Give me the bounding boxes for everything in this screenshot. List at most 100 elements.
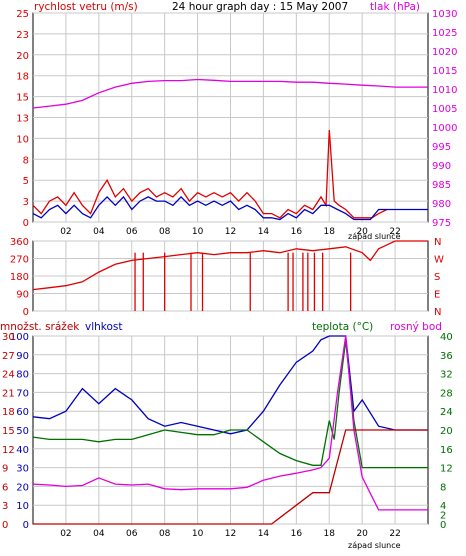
wind-axis-title: rychlost vetru (m/s) <box>34 1 138 13</box>
wind-tick-label: 5 <box>23 176 29 187</box>
series-line <box>32 335 428 511</box>
pressure-tick-label: 1030 <box>432 9 457 20</box>
series-line <box>32 335 428 435</box>
direction-tick-label: 180 <box>10 272 29 283</box>
x-tick-label: 12 <box>225 529 236 539</box>
humidity-tick-label: 20 <box>16 482 29 493</box>
sunset-label-top: západ slunce <box>348 232 401 241</box>
series-line <box>33 429 428 525</box>
rain-axis-title: množst. srážek <box>0 321 80 333</box>
rain-tick-label: 30 <box>2 332 15 343</box>
direction-tick-label: 90 <box>16 290 29 301</box>
temperature-axis-title: teplota (°C) <box>312 321 373 333</box>
wind-tick-label: 13 <box>16 114 29 125</box>
pressure-tick-label: 1005 <box>432 104 457 115</box>
wind-tick-label: 8 <box>23 155 29 166</box>
rain-tick-label: 27 <box>2 351 15 362</box>
compass-label: E <box>434 290 440 301</box>
rain-tick-label: 3 <box>2 501 8 512</box>
x-tick-label: 06 <box>126 227 138 237</box>
x-tick-label: 20 <box>356 529 368 539</box>
x-tick-label: 22 <box>389 529 400 539</box>
humidity-temperature-chart: 0010320630940125015601870218024902710030… <box>2 332 453 539</box>
pressure-tick-label: 995 <box>432 142 451 153</box>
series-line <box>32 195 428 221</box>
humidity-tick-label: 70 <box>16 388 29 399</box>
rain-tick-label: 15 <box>2 426 15 437</box>
wind-tick-label: 15 <box>16 93 29 104</box>
rain-tick-label: 24 <box>2 370 15 381</box>
x-tick-label: 18 <box>324 227 336 237</box>
x-tick-label: 10 <box>192 529 204 539</box>
rain-tick-label: 18 <box>2 407 15 418</box>
temperature-tick-label: 32 <box>440 370 453 381</box>
x-tick-label: 12 <box>225 227 236 237</box>
rain-tick-label: 9 <box>2 464 8 475</box>
wind-tick-label: 0 <box>23 218 29 229</box>
x-tick-label: 04 <box>93 529 105 539</box>
direction-tick-label: 360 <box>10 237 29 248</box>
x-tick-label: 08 <box>159 529 171 539</box>
humidity-tick-label: 30 <box>16 464 29 475</box>
x-tick-label: 02 <box>60 529 71 539</box>
x-tick-label: 02 <box>60 227 71 237</box>
humidity-tick-label: 50 <box>16 426 29 437</box>
temperature-tick-label: 8 <box>440 482 446 493</box>
compass-label: N <box>434 307 441 318</box>
x-tick-label: 06 <box>126 529 138 539</box>
temperature-tick-label: 24 <box>440 407 453 418</box>
pressure-tick-label: 980 <box>432 199 451 210</box>
wind-tick-label: 3 <box>23 197 29 208</box>
wind-tick-label: 10 <box>16 134 29 145</box>
humidity-tick-label: 90 <box>16 351 29 362</box>
humidity-tick-label: 0 <box>23 520 29 531</box>
wind-pressure-chart: 0358101315182023259759809859909951000100… <box>16 9 457 237</box>
pressure-tick-label: 1015 <box>432 66 457 77</box>
x-tick-label: 08 <box>159 227 171 237</box>
humidity-tick-label: 100 <box>10 332 29 343</box>
temperature-tick-label: 40 <box>440 332 453 343</box>
x-tick-label: 20 <box>356 227 368 237</box>
wind-tick-label: 18 <box>16 72 29 83</box>
x-tick-label: 18 <box>324 529 336 539</box>
humidity-axis-title: vlhkost <box>85 321 123 333</box>
pressure-tick-label: 1025 <box>432 28 457 39</box>
x-tick-label: 14 <box>258 529 270 539</box>
pressure-tick-label: 990 <box>432 161 451 172</box>
rain-tick-label: 12 <box>2 445 15 456</box>
x-tick-label: 22 <box>389 227 400 237</box>
wind-direction-chart: 0 N 90 E 180 S 270 W 360 N <box>10 237 444 318</box>
temperature-tick-label: 28 <box>440 388 453 399</box>
temperature-tick-label: 4 <box>440 501 446 512</box>
humidity-tick-label: 40 <box>16 445 29 456</box>
temperature-tick-label: 20 <box>440 426 453 437</box>
wind-tick-label: 25 <box>16 9 29 20</box>
pressure-tick-label: 1000 <box>432 123 457 134</box>
x-tick-label: 04 <box>93 227 105 237</box>
pressure-tick-label: 1020 <box>432 47 457 58</box>
humidity-tick-label: 60 <box>16 407 29 418</box>
humidity-tick-label: 10 <box>16 501 29 512</box>
pressure-tick-label: 985 <box>432 180 451 191</box>
direction-tick-label: 270 <box>10 255 29 266</box>
temperature-tick-label: 12 <box>440 464 453 475</box>
chart-title: 24 hour graph day : 15 May 2007 <box>172 1 348 13</box>
pressure-axis-title: tlak (hPa) <box>370 1 420 13</box>
compass-label: N <box>434 237 441 248</box>
compass-label: S <box>434 272 440 283</box>
dewpoint-axis-title: rosný bod <box>390 321 442 333</box>
rain-tick-label: 6 <box>2 482 8 493</box>
x-tick-label: 16 <box>291 227 303 237</box>
x-tick-label: 16 <box>291 529 303 539</box>
temperature-tick-label: 0 <box>440 520 446 531</box>
rain-tick-label: 21 <box>2 388 15 399</box>
x-tick-label: 10 <box>192 227 204 237</box>
temperature-tick-label: 16 <box>440 445 453 456</box>
pressure-tick-label: 1010 <box>432 85 457 96</box>
temperature-tick-label: 2 <box>440 511 446 522</box>
pressure-tick-label: 975 <box>432 218 451 229</box>
wind-tick-label: 20 <box>16 51 29 62</box>
series-line <box>32 129 388 219</box>
direction-line <box>32 240 428 291</box>
